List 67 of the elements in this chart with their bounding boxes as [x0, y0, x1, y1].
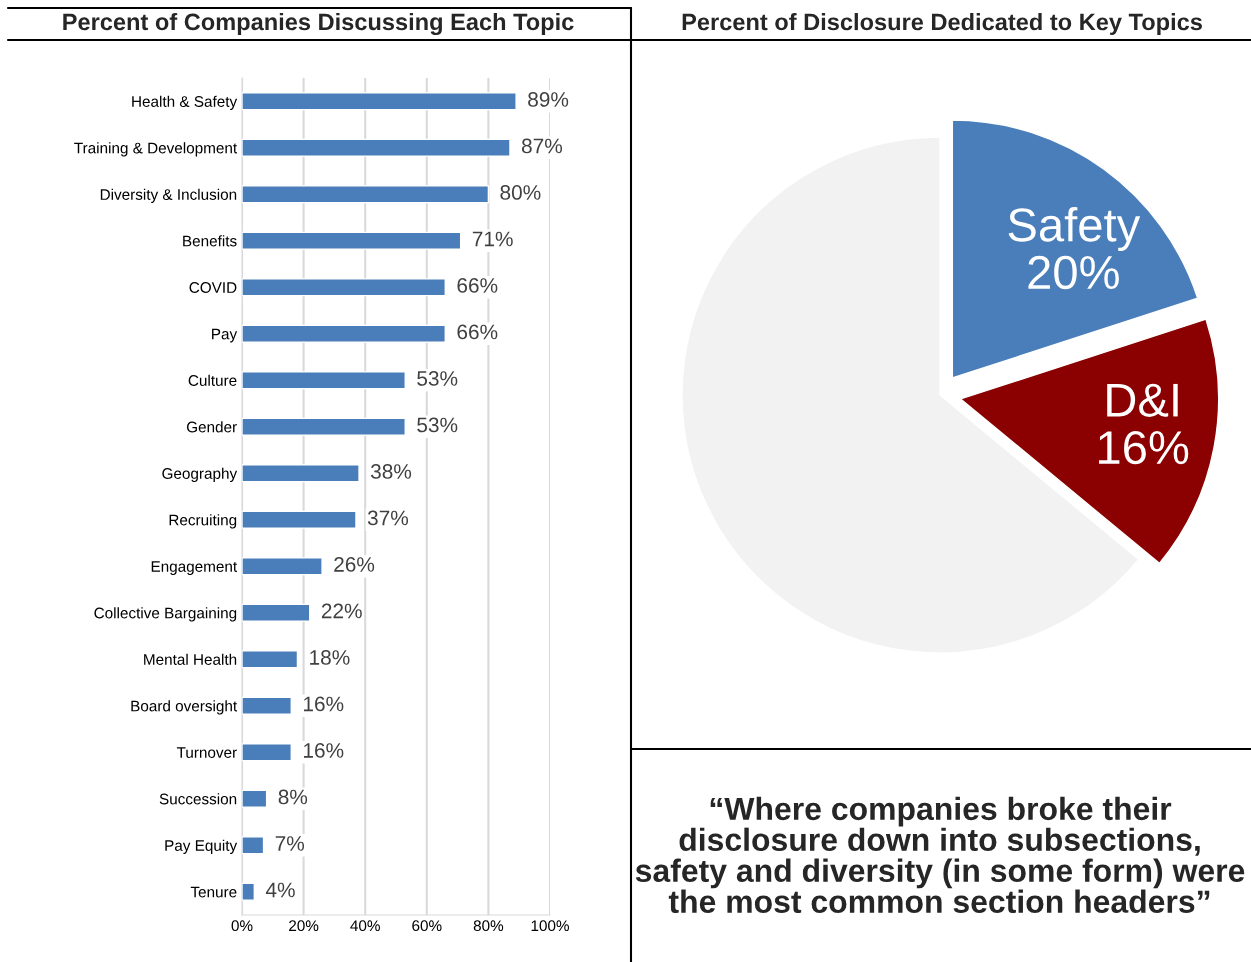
data-label: 66% [457, 324, 498, 340]
bar [242, 836, 265, 855]
data-label: 20% [1028, 255, 1119, 290]
text: “Where companies broke their disclosure down into subsections, safety and diversity (in some form) were the most common section headers” [635, 796, 1245, 913]
y-tick-label: Health & Safety [132, 95, 238, 110]
data-label: 16% [303, 743, 344, 758]
bar [242, 185, 490, 204]
data-label: 26% [334, 557, 375, 572]
chart-title: Percent of Disclosure Dedicated to Key Topics [682, 13, 1202, 35]
y-tick-label: Turnover [176, 747, 237, 758]
slice-label: D&I [1107, 383, 1178, 417]
data-label: 37% [367, 510, 409, 526]
bar [242, 789, 268, 808]
y-tick-label: Culture [188, 374, 237, 386]
y-tick-label: COVID [189, 282, 237, 293]
y-tick-label: Board oversight [131, 700, 238, 715]
y-tick-label: Succession [159, 793, 237, 805]
data-label: 53% [417, 371, 458, 386]
data-label: 16% [303, 696, 344, 712]
bar [242, 696, 292, 715]
y-tick-label: Tenure [190, 886, 237, 898]
bar [242, 557, 323, 576]
y-tick-label: Gender [186, 421, 237, 433]
y-tick-label: Engagement [151, 561, 238, 575]
y-tick-label: Recruiting [169, 514, 237, 529]
bar [242, 138, 511, 157]
y-tick-label: Mental Health [144, 653, 237, 665]
bar [242, 371, 406, 390]
data-label: 4% [265, 882, 295, 898]
bar [242, 650, 299, 669]
bar [242, 278, 446, 297]
y-tick-label: Pay [212, 328, 238, 343]
data-label: 22% [321, 603, 362, 619]
chart-title: Percent of Companies Discussing Each Topic [63, 12, 574, 36]
x-tick-label: 0% [231, 920, 253, 932]
x-tick-label: 80% [473, 920, 504, 932]
bar [242, 743, 292, 762]
data-label: 71% [472, 231, 513, 247]
bar [242, 464, 360, 483]
data-label: 66% [457, 278, 498, 293]
data-label: 87% [521, 138, 563, 154]
bar [242, 603, 311, 622]
data-label: 89% [528, 92, 569, 107]
bar [242, 231, 462, 250]
y-tick-label: Geography [162, 467, 238, 482]
bar [242, 510, 357, 529]
y-tick-label: Training & Development [74, 142, 238, 157]
x-tick-label: 20% [289, 920, 319, 932]
y-tick-label: Pay Equity [165, 839, 238, 854]
x-tick-label: 40% [350, 920, 380, 932]
slice-label: Safety [1008, 207, 1141, 252]
bar [242, 92, 517, 111]
bar [242, 417, 406, 436]
data-label: 80% [500, 185, 541, 200]
y-tick-label: Benefits [183, 235, 237, 247]
data-label: 8% [278, 789, 308, 805]
bar [242, 882, 256, 901]
data-label: 16% [1099, 430, 1189, 465]
data-label: 7% [275, 836, 305, 851]
data-label: 38% [370, 464, 412, 479]
y-tick-label: Diversity & Inclusion [100, 188, 237, 203]
x-tick-label: 100% [531, 920, 569, 932]
x-tick-label: 60% [412, 920, 442, 932]
data-label: 53% [417, 417, 458, 433]
bar [242, 324, 446, 343]
y-tick-label: Collective Bargaining [94, 607, 237, 622]
data-label: 18% [310, 650, 350, 665]
